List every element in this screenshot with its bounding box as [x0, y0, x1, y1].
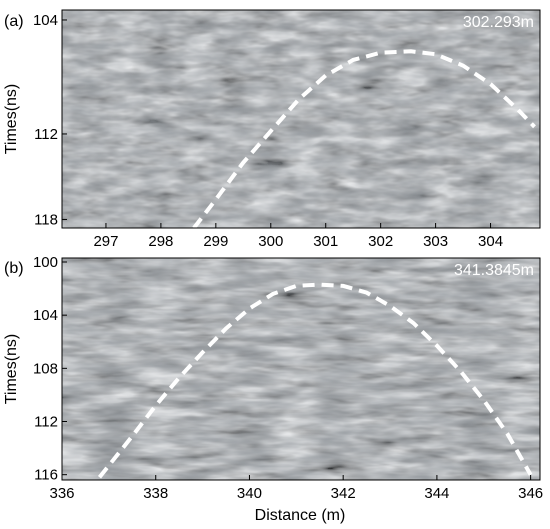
x-tick-label-a: 304	[478, 233, 503, 250]
ticks-a: 297 298 299 300 301 302 303 304 104 112 118	[33, 12, 503, 250]
position-label-b: 341.3845m	[454, 262, 534, 279]
ticks-b: 336 338 340 342 344 346 100 104 108 112 116	[33, 254, 543, 502]
axes-frame-a	[61, 9, 541, 229]
y-tick-label-a: 118	[34, 211, 58, 228]
x-tick-label-b: 346	[518, 485, 543, 502]
x-tick-label-a: 302	[368, 233, 393, 250]
y-tick-label-b: 112	[34, 414, 58, 431]
panel-b: 336 338 340 342 344 346 100 104 108 112 116 (b) 34…	[3, 254, 543, 524]
hyperbola-a	[192, 49, 536, 230]
axes-frame-b	[61, 257, 541, 481]
x-tick-label-a: 299	[203, 233, 228, 250]
panel-label-b: (b)	[4, 260, 24, 277]
y-tick-label-a: 104	[33, 12, 58, 29]
x-tick-label-a: 300	[258, 233, 283, 250]
y-tick-label-b: 104	[33, 307, 58, 324]
y-tick-label-a: 112	[34, 126, 58, 143]
x-tick-label-a: 298	[148, 233, 173, 250]
radargram-b	[62, 258, 540, 480]
x-tick-label-a: 297	[93, 233, 118, 250]
panel-a: 297 298 299 300 301 302 303 304 104 112 118 (a) 30…	[3, 9, 541, 250]
x-tick-label-b: 338	[143, 485, 168, 502]
y-tick-label-b: 116	[34, 467, 58, 484]
y-tick-label-b: 108	[33, 360, 58, 377]
x-tick-label-b: 342	[331, 485, 356, 502]
y-axis-title-b: Times(ns)	[3, 334, 20, 405]
x-axis-title-b: Distance (m)	[255, 507, 346, 524]
x-tick-label-a: 303	[423, 233, 448, 250]
y-tick-label-b: 100	[33, 254, 58, 271]
x-tick-label-b: 344	[424, 485, 449, 502]
position-label-a: 302.293m	[463, 14, 534, 31]
x-tick-label-b: 336	[49, 485, 74, 502]
panel-label-a: (a)	[4, 13, 24, 30]
radargram-a	[62, 10, 540, 228]
y-axis-title-a: Times(ns)	[3, 84, 20, 155]
x-tick-label-a: 301	[313, 233, 338, 250]
x-tick-label-b: 340	[237, 485, 262, 502]
